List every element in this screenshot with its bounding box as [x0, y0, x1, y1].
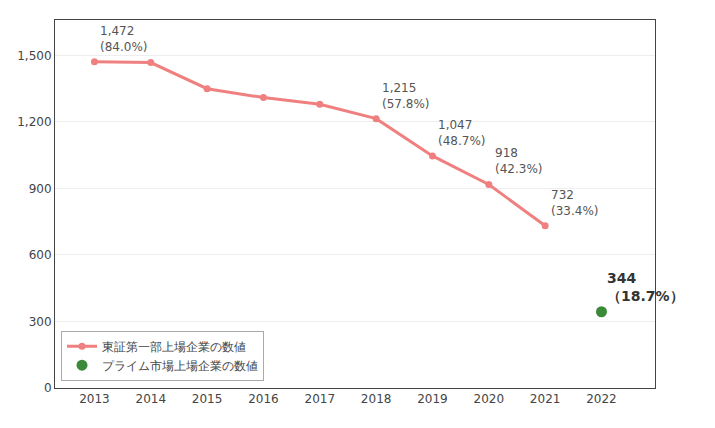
- svg-text:344（18.7%）: 344（18.7%）: [607, 270, 684, 304]
- svg-text:プライム市場上場企業の数値: プライム市場上場企業の数値: [102, 359, 258, 373]
- svg-text:2013: 2013: [79, 392, 110, 406]
- svg-text:732(33.4%): 732(33.4%): [551, 188, 598, 218]
- svg-text:2021: 2021: [530, 392, 561, 406]
- svg-text:1,200: 1,200: [17, 115, 51, 129]
- svg-text:0: 0: [44, 381, 52, 395]
- svg-text:2016: 2016: [248, 392, 279, 406]
- svg-text:2015: 2015: [192, 392, 223, 406]
- svg-text:600: 600: [29, 248, 52, 262]
- svg-text:900: 900: [29, 182, 52, 196]
- svg-text:2019: 2019: [417, 392, 448, 406]
- svg-text:1,472(84.0%): 1,472(84.0%): [100, 24, 147, 54]
- svg-text:2022: 2022: [586, 392, 617, 406]
- svg-text:1,215(57.8%): 1,215(57.8%): [382, 81, 429, 111]
- svg-text:2017: 2017: [305, 392, 336, 406]
- svg-text:1,500: 1,500: [17, 49, 51, 63]
- svg-text:918(42.3%): 918(42.3%): [495, 146, 542, 176]
- svg-text:300: 300: [29, 315, 52, 329]
- svg-text:東証第一部上場企業の数値: 東証第一部上場企業の数値: [102, 340, 246, 354]
- svg-text:2020: 2020: [474, 392, 505, 406]
- svg-text:2018: 2018: [361, 392, 392, 406]
- svg-text:2014: 2014: [135, 392, 166, 406]
- svg-text:1,047(48.7%): 1,047(48.7%): [438, 118, 485, 148]
